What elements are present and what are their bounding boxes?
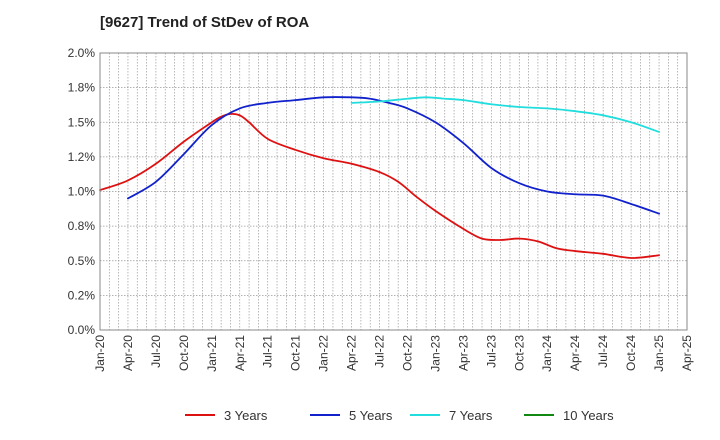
- x-tick-label: Apr-22: [345, 335, 359, 371]
- y-tick-label: 0.0%: [68, 323, 96, 337]
- x-tick-label: Jan-25: [652, 335, 666, 372]
- x-tick-label: Apr-24: [568, 335, 582, 371]
- x-tick-label: Jan-23: [428, 335, 442, 372]
- x-tick-label: Jan-20: [93, 335, 107, 372]
- plot-border: [99, 52, 688, 331]
- y-tick-label: 0.5%: [68, 254, 96, 268]
- series-lines: [99, 96, 660, 259]
- series-line-3-years: [99, 112, 660, 259]
- legend-label-10-years: 10 Years: [563, 408, 614, 423]
- y-tick-label: 1.5%: [68, 115, 96, 129]
- y-tick-label: 2.0%: [68, 46, 96, 60]
- series-line-7-years: [350, 96, 660, 133]
- y-tick-label: 0.2%: [68, 288, 96, 302]
- x-tick-label: Apr-20: [121, 335, 135, 371]
- x-tick-label: Jan-22: [317, 335, 331, 372]
- y-tick-labels: 0.0% 0.2% 0.5% 0.8% 1.0% 1.2% 1.5% 1.8% 2.0%: [68, 46, 96, 337]
- chart-title: [9627] Trend of StDev of ROA: [100, 14, 309, 31]
- legend: 3 Years 5 Years 7 Years 10 Years: [185, 408, 614, 423]
- x-tick-label: Jan-24: [540, 335, 554, 372]
- x-tick-labels: Jan-20 Apr-20 Jul-20 Oct-20 Jan-21 Apr-21 Jul-…: [93, 335, 694, 372]
- x-tick-label: Oct-22: [400, 335, 414, 371]
- x-tick-label: Jul-22: [373, 335, 387, 368]
- x-tick-label: Oct-20: [177, 335, 191, 371]
- x-tick-label: Jul-24: [596, 335, 610, 368]
- y-tick-label: 1.2%: [68, 150, 96, 164]
- x-tick-label: Apr-21: [233, 335, 247, 371]
- x-tick-label: Apr-25: [680, 335, 694, 371]
- x-tick-label: Jul-23: [484, 335, 498, 368]
- axis-frame: [99, 52, 688, 331]
- series-line-5-years: [127, 96, 660, 215]
- x-tick-label: Apr-23: [456, 335, 470, 371]
- x-tick-label: Jul-20: [149, 335, 163, 368]
- legend-label-7-years: 7 Years: [449, 408, 493, 423]
- y-tick-label: 1.0%: [68, 185, 96, 199]
- legend-label-5-years: 5 Years: [349, 408, 393, 423]
- legend-label-3-years: 3 Years: [224, 408, 268, 423]
- y-tick-label: 0.8%: [68, 219, 96, 233]
- x-tick-label: Jul-21: [261, 335, 275, 368]
- x-tick-label: Oct-21: [289, 335, 303, 371]
- x-tick-label: Jan-21: [205, 335, 219, 372]
- y-tick-label: 1.8%: [68, 81, 96, 95]
- x-tick-label: Oct-24: [624, 335, 638, 371]
- x-tick-label: Oct-23: [512, 335, 526, 371]
